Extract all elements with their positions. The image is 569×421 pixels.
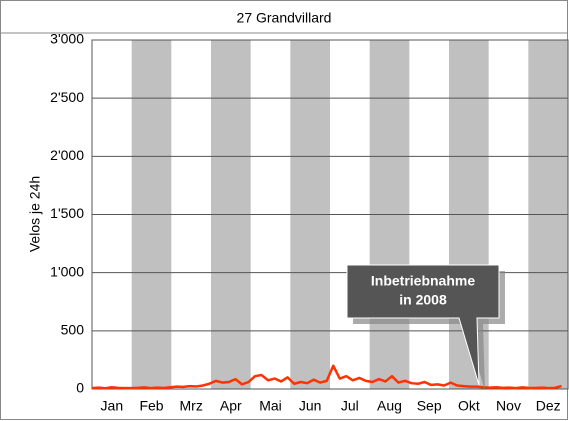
- y-tick-label: 3'000: [50, 31, 84, 47]
- x-tick-label: Sep: [417, 398, 442, 414]
- annotation-text: Inbetriebnahme: [371, 273, 475, 289]
- y-axis-label: Velos je 24h: [27, 176, 43, 252]
- x-tick-label: Feb: [139, 398, 163, 414]
- y-tick-label: 500: [61, 322, 85, 338]
- x-tick-label: Jun: [299, 398, 322, 414]
- x-tick-label: Apr: [220, 398, 242, 414]
- annotation-text: in 2008: [399, 292, 447, 308]
- x-tick-label: Dez: [536, 398, 561, 414]
- y-tick-label: 1'000: [50, 263, 84, 279]
- x-tick-label: Aug: [377, 398, 402, 414]
- data-line: [91, 364, 562, 390]
- x-tick-label: Nov: [496, 398, 521, 414]
- annotation-callout: Inbetriebnahme in 2008: [346, 264, 505, 391]
- x-tick-label: Okt: [458, 398, 480, 414]
- plot-border: [91, 39, 569, 390]
- chart-title: 27 Grandvillard: [237, 10, 332, 26]
- x-tick-label: Jul: [341, 398, 359, 414]
- x-tick-label: Mrz: [180, 398, 203, 414]
- y-tick-label: 2'500: [50, 89, 84, 105]
- y-tick-label: 2'000: [50, 147, 84, 163]
- x-tick-label: Jan: [101, 398, 124, 414]
- y-tick-label: 0: [76, 380, 84, 396]
- y-tick-label: 1'500: [50, 205, 84, 221]
- callout-box: [346, 264, 500, 386]
- x-tick-label: Mai: [259, 398, 282, 414]
